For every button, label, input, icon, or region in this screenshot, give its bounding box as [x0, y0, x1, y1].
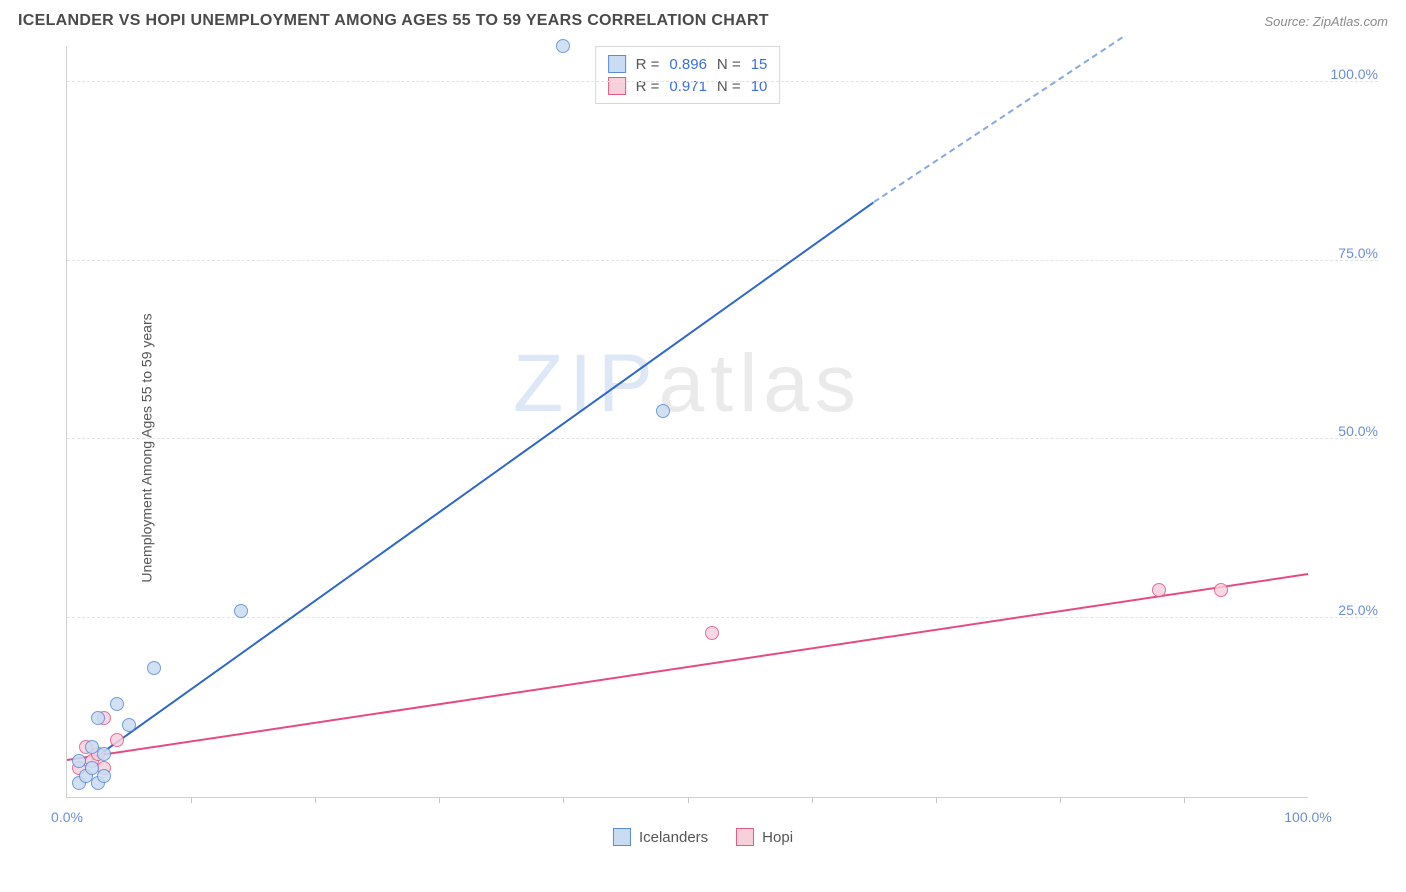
- x-tick-mark: [563, 797, 564, 803]
- data-point-hopi: [110, 733, 124, 747]
- data-point-hopi: [1152, 583, 1166, 597]
- data-point-icelanders: [91, 711, 105, 725]
- data-point-icelanders: [110, 697, 124, 711]
- legend-swatch-hopi: [736, 828, 754, 846]
- x-tick-mark: [191, 797, 192, 803]
- legend: Icelanders Hopi: [613, 828, 793, 846]
- chart-title: ICELANDER VS HOPI UNEMPLOYMENT AMONG AGE…: [18, 12, 769, 30]
- trendline-dashed: [873, 37, 1122, 203]
- data-point-icelanders: [97, 769, 111, 783]
- legend-label-icelanders: Icelanders: [639, 829, 708, 846]
- legend-swatch-icelanders: [613, 828, 631, 846]
- watermark-zip: ZIP: [513, 338, 659, 429]
- x-tick-mark: [1184, 797, 1185, 803]
- data-point-icelanders: [122, 718, 136, 732]
- stats-n-label: N =: [717, 56, 741, 73]
- stats-row-hopi: R = 0.971 N = 10: [608, 75, 768, 97]
- gridline-horizontal: [67, 260, 1378, 261]
- watermark: ZIPatlas: [513, 337, 862, 431]
- correlation-stats-box: R = 0.896 N = 15 R = 0.971 N = 10: [595, 46, 781, 104]
- legend-label-hopi: Hopi: [762, 829, 793, 846]
- y-tick-label: 50.0%: [1318, 423, 1378, 439]
- x-tick-mark: [439, 797, 440, 803]
- data-point-icelanders: [234, 604, 248, 618]
- source-attribution: Source: ZipAtlas.com: [1264, 14, 1388, 29]
- watermark-atlas: atlas: [659, 338, 862, 429]
- x-tick-mark: [936, 797, 937, 803]
- x-tick-mark: [1060, 797, 1061, 803]
- trendline: [91, 202, 874, 762]
- x-tick-mark: [812, 797, 813, 803]
- data-point-hopi: [1214, 583, 1228, 597]
- stats-r-label: R =: [636, 56, 660, 73]
- legend-item-icelanders: Icelanders: [613, 828, 708, 846]
- data-point-icelanders: [147, 661, 161, 675]
- stats-swatch-icelanders: [608, 55, 626, 73]
- chart-header: ICELANDER VS HOPI UNEMPLOYMENT AMONG AGE…: [0, 0, 1406, 38]
- data-point-icelanders: [72, 754, 86, 768]
- trendline: [67, 573, 1308, 761]
- x-tick-mark: [315, 797, 316, 803]
- stats-r-icelanders: 0.896: [669, 56, 707, 73]
- stats-swatch-hopi: [608, 77, 626, 95]
- stats-n-icelanders: 15: [751, 56, 768, 73]
- data-point-hopi: [705, 626, 719, 640]
- x-tick-mark: [688, 797, 689, 803]
- gridline-horizontal: [67, 81, 1378, 82]
- stats-row-icelanders: R = 0.896 N = 15: [608, 53, 768, 75]
- x-tick-label: 0.0%: [51, 809, 83, 825]
- plot-area: ZIPatlas R = 0.896 N = 15 R = 0.971 N = …: [66, 46, 1308, 798]
- x-tick-label: 100.0%: [1284, 809, 1331, 825]
- data-point-icelanders: [97, 747, 111, 761]
- y-tick-label: 100.0%: [1318, 66, 1378, 82]
- legend-item-hopi: Hopi: [736, 828, 793, 846]
- y-tick-label: 25.0%: [1318, 602, 1378, 618]
- y-tick-label: 75.0%: [1318, 245, 1378, 261]
- gridline-horizontal: [67, 438, 1378, 439]
- data-point-icelanders: [556, 39, 570, 53]
- data-point-icelanders: [656, 404, 670, 418]
- chart-container: Unemployment Among Ages 55 to 59 years Z…: [18, 38, 1388, 858]
- gridline-horizontal: [67, 617, 1378, 618]
